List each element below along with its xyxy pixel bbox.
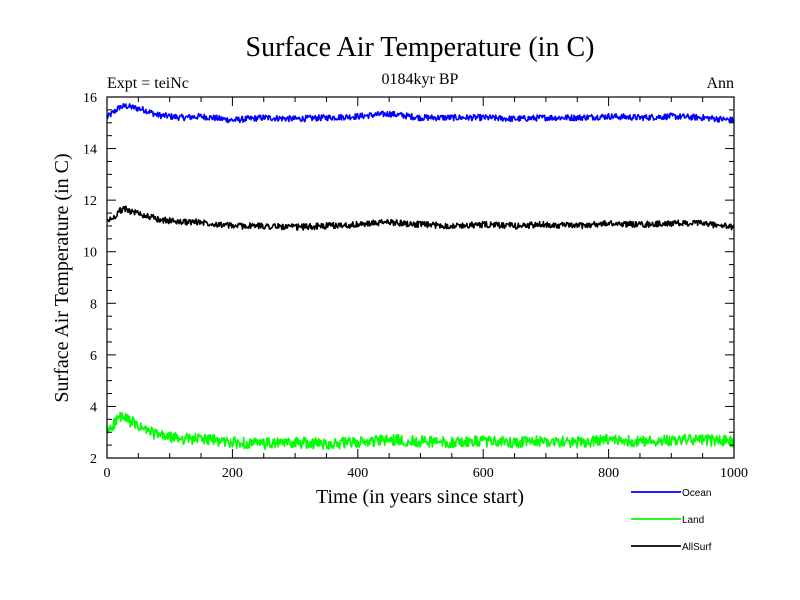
season-label: Ann — [706, 75, 734, 92]
series-layer — [106, 103, 735, 451]
plot-frame — [106, 96, 735, 459]
series-line-ocean — [106, 103, 735, 124]
x-tick-label: 400 — [347, 466, 368, 481]
y-tick-label: 8 — [90, 297, 97, 312]
series-line-land — [106, 411, 735, 451]
y-tick-label: 14 — [83, 143, 97, 158]
legend-label-ocean: Ocean — [682, 488, 711, 499]
y-tick-label: 10 — [83, 246, 97, 261]
chart-subtitle: 0184kyr BP — [382, 71, 459, 88]
y-tick-label: 6 — [90, 349, 97, 364]
legend-label-land: Land — [682, 515, 704, 526]
y-tick-label: 4 — [90, 400, 97, 415]
y-tick-label: 16 — [83, 91, 97, 106]
x-tick-label: 200 — [222, 466, 243, 481]
x-tick-label: 600 — [473, 466, 494, 481]
y-axis-label: Surface Air Temperature (in C) — [51, 153, 73, 402]
x-tick-label: 800 — [598, 466, 619, 481]
ticks-layer: 0 200 400 600 800 1000 2 4 6 8 10 12 14 16 — [83, 91, 748, 481]
chart-title: Surface Air Temperature (in C) — [246, 32, 595, 63]
series-line-allsurf — [106, 205, 735, 231]
x-tick-label: 0 — [104, 466, 111, 481]
y-tick-label: 12 — [83, 194, 97, 209]
y-tick-label: 2 — [90, 452, 97, 467]
legend-label-allsurf: AllSurf — [682, 542, 712, 553]
experiment-label: Expt = teiNc — [107, 75, 189, 92]
legend: Ocean Land AllSurf — [631, 488, 712, 553]
x-axis-label: Time (in years since start) — [316, 486, 524, 508]
x-tick-label: 1000 — [720, 466, 748, 481]
